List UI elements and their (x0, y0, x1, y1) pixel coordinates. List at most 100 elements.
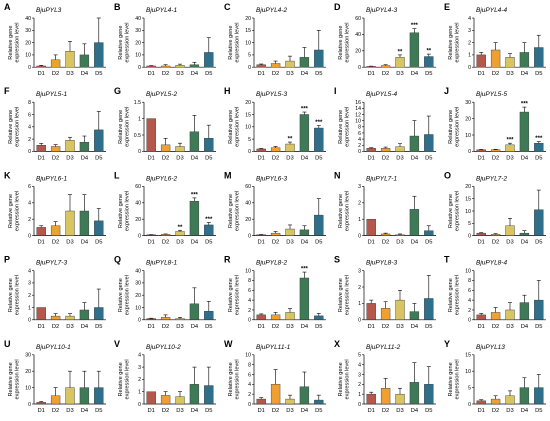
x-tick-label: D3 (286, 155, 293, 161)
panel-letter: P (4, 255, 10, 265)
panel-u: U BjuPYL10-1 Relative geneexpression level… (4, 339, 106, 414)
bar-d4 (189, 200, 200, 236)
x-tick-label: D2 (382, 408, 389, 414)
y-tick-label: 16 (355, 100, 361, 106)
y-axis-label-line2: expression level (124, 275, 130, 315)
panel-o: O BjuPYL7-2 Relative geneexpression level 0… (444, 170, 546, 246)
x-tick-label: D1 (367, 71, 374, 77)
x-tick-label: D1 (37, 324, 44, 330)
x-tick-label: D2 (272, 240, 279, 246)
y-axis-label: Relative geneexpression level (8, 23, 20, 63)
y-axis-label-line2: expression level (344, 359, 350, 399)
y-axis-label-line1: Relative gene (338, 110, 344, 144)
y-tick-label: 2 (358, 382, 361, 388)
x-tick-label: D2 (52, 408, 59, 414)
bar-d3 (175, 318, 185, 321)
y-tick-label: 1 (138, 390, 141, 396)
gene-title: BjuPYL10-1 (36, 344, 71, 351)
x-tick-label: D2 (272, 155, 279, 161)
significance-marker: *** (191, 192, 199, 198)
bar-d3 (175, 231, 185, 236)
panel-letter: O (444, 170, 451, 180)
bar-d5 (314, 214, 324, 236)
bar-d5 (424, 384, 434, 405)
x-tick-label: D4 (521, 240, 529, 246)
y-axis-label-line1: Relative gene (118, 25, 124, 59)
bar-d3 (505, 309, 515, 320)
bar-d1 (476, 149, 486, 152)
x-tick-label: D5 (315, 71, 322, 77)
y-axis-label: Relative geneexpression level (338, 107, 350, 147)
y-tick-label: 40 (245, 201, 251, 207)
y-tick-label: 2 (28, 293, 31, 299)
significance-marker: *** (301, 107, 309, 113)
gene-title: BjuPYL4-1 (146, 7, 177, 14)
y-axis-label: Relative geneexpression level (448, 191, 460, 231)
bar-d2 (380, 388, 391, 405)
bar-d3 (285, 398, 295, 405)
y-axis-label-line2: expression level (234, 359, 240, 399)
y-tick-label: 0 (248, 318, 251, 324)
bar-d1 (476, 232, 486, 236)
y-axis-label: Relative geneexpression level (338, 275, 350, 315)
bar-d3 (65, 210, 75, 236)
bar-d4 (299, 386, 310, 405)
x-tick-label: D4 (81, 240, 89, 246)
bar-d4 (299, 277, 310, 321)
y-axis-label-line1: Relative gene (8, 25, 14, 59)
bar-d2 (380, 65, 391, 68)
x-tick-label: D5 (425, 155, 432, 161)
panel-letter: H (224, 86, 231, 96)
bar-d1 (146, 391, 156, 405)
x-tick-label: D3 (506, 71, 513, 77)
x-tick-label: D3 (66, 408, 73, 414)
y-tick-label: 30 (465, 100, 471, 106)
y-tick-label: 1 (28, 305, 31, 311)
y-tick-label: 2 (28, 217, 31, 223)
panel-b: B BjuPYL4-1 Relative geneexpression level 0… (114, 2, 216, 77)
bar-d3 (65, 140, 75, 152)
y-tick-label: 30 (25, 353, 31, 359)
y-axis-label-line1: Relative gene (118, 278, 124, 312)
y-axis-label-line2: expression level (124, 107, 130, 147)
x-tick-label: D4 (191, 155, 199, 161)
y-axis-label-line1: Relative gene (228, 278, 234, 312)
y-tick-label: 0 (28, 149, 31, 155)
y-tick-label: 5 (468, 221, 471, 227)
gene-title: BjuPYL4-3 (366, 7, 397, 14)
panel-letter: J (444, 86, 449, 96)
x-tick-label: D3 (506, 155, 513, 161)
y-axis-label-line1: Relative gene (338, 194, 344, 228)
x-tick-label: D1 (367, 408, 374, 414)
bar-d2 (160, 65, 171, 68)
panel-letter: Y (444, 339, 450, 349)
y-tick-label: 10 (25, 385, 31, 391)
y-tick-label: 60 (135, 184, 141, 190)
y-axis-label: Relative geneexpression level (448, 23, 460, 63)
y-tick-label: 4 (248, 382, 251, 388)
x-tick-label: D2 (492, 155, 499, 161)
x-tick-label: D1 (147, 155, 154, 161)
bar-d5 (314, 49, 324, 68)
y-tick-label: 14 (355, 106, 361, 112)
y-tick-label: 0 (28, 318, 31, 324)
y-axis-label-line2: expression level (14, 191, 20, 231)
y-axis-label-line2: expression level (344, 23, 350, 63)
x-tick-label: D3 (66, 240, 73, 246)
y-tick-label: 10 (355, 118, 361, 124)
y-axis-label-line1: Relative gene (228, 25, 234, 59)
y-axis-label-line1: Relative gene (338, 362, 344, 396)
y-tick-label: 6 (28, 184, 31, 190)
y-tick-label: 30 (135, 281, 141, 287)
bar-d4 (79, 387, 90, 405)
y-tick-label: 4 (468, 298, 471, 304)
y-tick-label: 3 (358, 184, 361, 190)
x-tick-label: D4 (81, 408, 89, 414)
y-axis-label-line2: expression level (454, 107, 460, 147)
bar-d2 (160, 317, 171, 320)
y-tick-label: 3 (358, 268, 361, 274)
y-tick-label: 0 (468, 402, 471, 408)
y-tick-label: 5 (468, 385, 471, 391)
bar-d5 (534, 387, 544, 405)
x-tick-label: D2 (382, 71, 389, 77)
